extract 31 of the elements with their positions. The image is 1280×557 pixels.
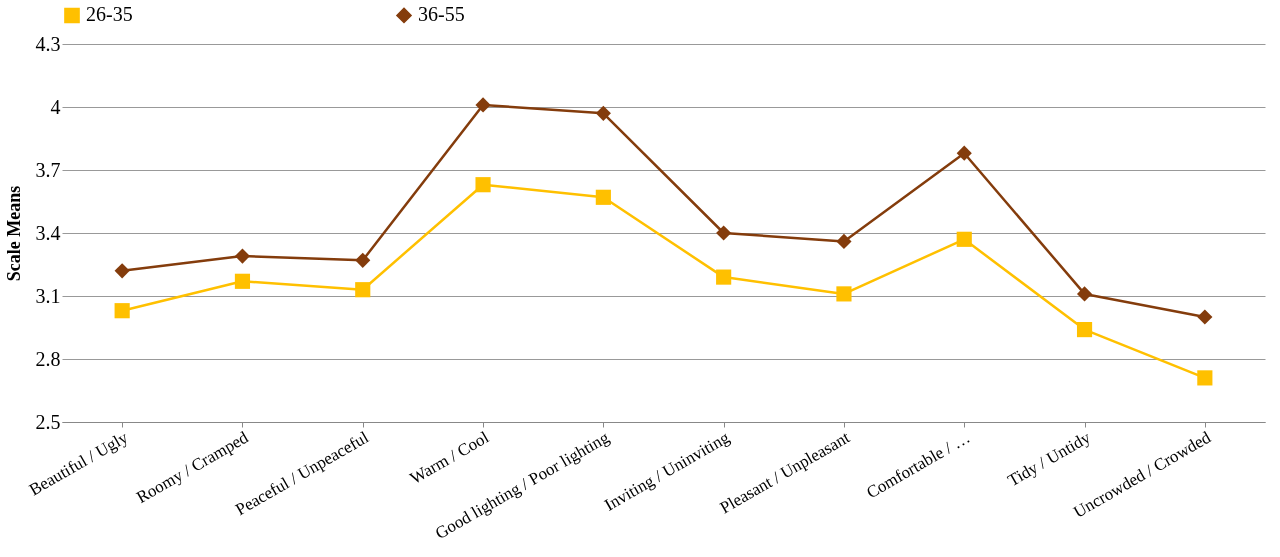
point xyxy=(234,248,251,264)
y-tick-label: 2.8 xyxy=(35,347,61,370)
point xyxy=(475,177,491,193)
point xyxy=(1076,322,1093,338)
legend-label: 26-35 xyxy=(86,3,133,26)
y-tick-label: 4.3 xyxy=(35,32,61,55)
point xyxy=(716,269,732,285)
x-tick-label: Warm / Cool xyxy=(406,427,493,488)
point xyxy=(956,145,972,161)
point xyxy=(475,97,491,113)
point xyxy=(716,225,732,241)
point xyxy=(355,252,371,268)
point xyxy=(595,189,611,205)
y-tick-label: 3.1 xyxy=(35,284,61,307)
point xyxy=(355,282,371,298)
legend-label: 36-55 xyxy=(418,3,465,26)
point xyxy=(114,303,130,319)
point xyxy=(595,105,611,121)
y-tick-label: 4 xyxy=(50,95,61,118)
point xyxy=(114,263,130,279)
point xyxy=(956,231,972,247)
point xyxy=(836,286,852,302)
point xyxy=(234,273,251,289)
y-axis-title: Scale Means xyxy=(3,185,24,282)
point xyxy=(1197,309,1213,325)
point xyxy=(836,233,852,249)
y-tick-label: 3.4 xyxy=(35,221,61,244)
y-tick-label: 2.5 xyxy=(35,410,61,433)
point xyxy=(1197,370,1213,386)
y-tick-label: 3.7 xyxy=(35,158,61,181)
point xyxy=(1076,286,1093,302)
